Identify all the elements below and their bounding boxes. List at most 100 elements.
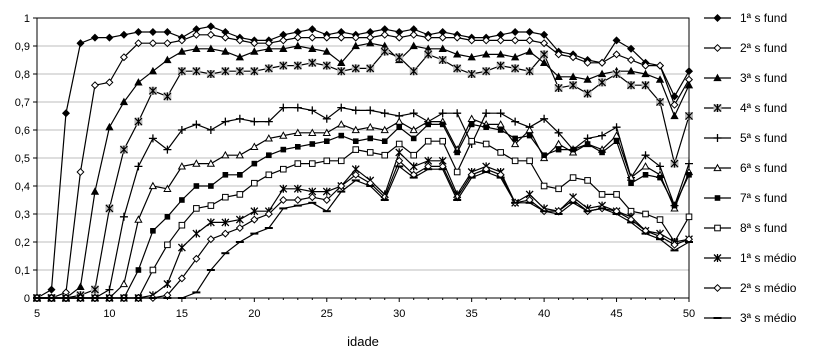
- data-point: [279, 103, 288, 112]
- data-point: [221, 67, 230, 76]
- x-tick-label: 20: [248, 308, 260, 320]
- data-point: [308, 44, 317, 52]
- data-point: [337, 33, 346, 42]
- data-point: [251, 179, 258, 187]
- data-point: [467, 36, 476, 45]
- data-point: [438, 109, 447, 118]
- data-point: [264, 209, 273, 219]
- data-point: [294, 160, 302, 167]
- data-point: [47, 285, 56, 294]
- data-point: [409, 162, 418, 171]
- data-point: [627, 55, 636, 65]
- y-tick-label: 0,2: [15, 237, 30, 249]
- data-point: [410, 151, 418, 159]
- series-3: [32, 38, 694, 302]
- data-point: [235, 223, 244, 233]
- data-point: [322, 114, 331, 123]
- data-point: [613, 138, 620, 144]
- x-tick-label: 25: [321, 308, 333, 320]
- legend-item: 3ª s médio: [704, 311, 797, 325]
- data-point: [266, 152, 272, 158]
- data-point: [453, 109, 462, 118]
- data-point: [686, 172, 692, 178]
- data-point: [264, 64, 273, 73]
- data-point: [526, 157, 533, 165]
- data-point: [279, 184, 288, 193]
- data-point: [554, 50, 563, 59]
- legend-marker: [713, 43, 722, 53]
- data-point: [90, 285, 99, 294]
- x-tick-label: 35: [466, 308, 478, 320]
- data-point: [235, 150, 244, 159]
- legend-marker: [713, 283, 722, 293]
- data-point: [555, 146, 562, 153]
- data-point: [656, 216, 664, 223]
- data-point: [337, 157, 345, 165]
- data-point: [381, 151, 389, 159]
- data-point: [366, 38, 375, 47]
- data-point: [511, 157, 519, 165]
- data-point: [206, 159, 216, 167]
- series-line: [37, 118, 690, 299]
- data-point: [454, 149, 460, 156]
- data-point: [105, 33, 114, 42]
- data-point: [555, 185, 562, 193]
- data-point: [279, 131, 288, 139]
- data-point: [119, 279, 129, 288]
- data-point: [221, 229, 230, 238]
- data-point: [280, 146, 287, 153]
- data-point: [525, 125, 534, 134]
- data-point: [235, 52, 244, 61]
- data-point: [163, 184, 172, 192]
- data-point: [148, 39, 157, 48]
- data-point: [177, 126, 186, 134]
- data-point: [583, 75, 592, 83]
- data-point: [163, 39, 172, 48]
- x-tick-label: 40: [538, 308, 550, 320]
- data-point: [90, 187, 100, 195]
- data-point: [222, 172, 229, 178]
- legend-item: 3ª s fund: [704, 71, 787, 85]
- data-point: [177, 162, 187, 170]
- data-point: [525, 47, 534, 55]
- data-point: [337, 181, 346, 191]
- data-point: [395, 140, 403, 148]
- legend-item: 1ª s fund: [704, 11, 787, 25]
- data-point: [396, 124, 403, 130]
- data-point: [207, 202, 215, 209]
- data-point: [222, 193, 229, 201]
- data-point: [468, 121, 475, 128]
- data-point: [482, 67, 491, 76]
- series-11: [33, 165, 693, 299]
- legend-item: 2ª s médio: [704, 281, 797, 295]
- series-8: [33, 137, 693, 302]
- data-point: [496, 36, 505, 45]
- data-point: [540, 182, 548, 190]
- data-point: [163, 55, 172, 64]
- data-point: [684, 80, 694, 89]
- data-point: [351, 41, 360, 50]
- data-point: [76, 39, 85, 48]
- series-line: [37, 140, 690, 299]
- data-point: [119, 53, 128, 62]
- data-point: [352, 146, 360, 153]
- data-point: [192, 120, 201, 129]
- data-point: [381, 138, 388, 144]
- data-point: [177, 67, 186, 76]
- data-point: [641, 162, 650, 170]
- data-point: [221, 47, 230, 55]
- data-point: [179, 197, 185, 203]
- legend-label: 3ª s fund: [740, 71, 787, 85]
- data-point: [568, 72, 578, 80]
- legend-label: 2ª s fund: [740, 41, 787, 55]
- data-point: [439, 137, 446, 145]
- data-point: [525, 36, 534, 45]
- data-point: [641, 151, 650, 160]
- legend-marker: [713, 13, 722, 23]
- data-point: [134, 162, 143, 171]
- data-point: [409, 41, 418, 50]
- data-point: [235, 114, 244, 123]
- data-point: [163, 145, 172, 154]
- data-point: [308, 193, 317, 202]
- data-point: [612, 50, 621, 59]
